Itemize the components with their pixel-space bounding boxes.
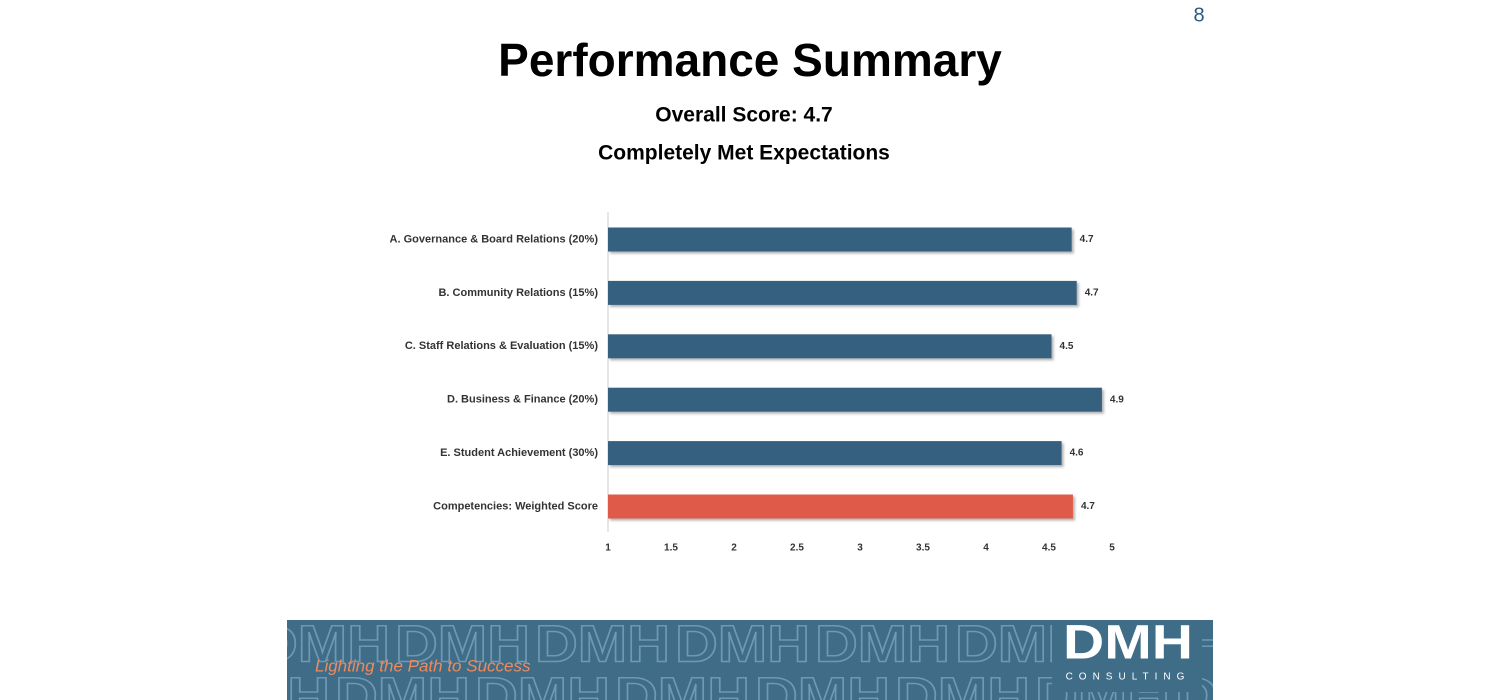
logo-backdrop xyxy=(1052,622,1202,692)
x-tick-label: 1.5 xyxy=(664,543,678,554)
y-tick-label: A. Governance & Board Relations (20%) xyxy=(390,233,599,245)
pattern-letters: DMH xyxy=(395,616,530,674)
pattern-letters: DMH xyxy=(535,616,670,674)
logo-subtitle: CONSULTING xyxy=(1066,672,1191,683)
pattern-letters: DMH xyxy=(895,668,1030,700)
value-label: 4.6 xyxy=(1070,448,1084,459)
chart: 1 1.5 2 2.5 3 3.5 4 4.5 5 A. Governance & Board R… xyxy=(390,227,1124,554)
value-label: 4.9 xyxy=(1110,394,1124,405)
bar xyxy=(608,280,1077,305)
bar xyxy=(608,494,1073,519)
logo: DMH xyxy=(1063,617,1193,670)
y-tick-label: E. Student Achievement (30%) xyxy=(440,447,598,459)
x-tick-label: 2.5 xyxy=(790,543,804,554)
subtitle: Completely Met Expectations xyxy=(598,142,890,165)
pattern-letters: DMH xyxy=(195,668,330,700)
x-tick-label: 3 xyxy=(857,543,863,554)
pattern-letters: DMH xyxy=(615,668,750,700)
y-tick-label: C. Staff Relations & Evaluation (15%) xyxy=(405,340,598,352)
pattern-letters: DMH xyxy=(255,616,390,674)
pattern-letters: DMH xyxy=(675,616,810,674)
pattern-letters: DMH xyxy=(475,668,610,700)
bar xyxy=(608,227,1072,252)
x-tick-label: 3.5 xyxy=(916,543,930,554)
x-tick-label: 4.5 xyxy=(1042,543,1056,554)
bar xyxy=(608,441,1062,466)
x-tick-label: 4 xyxy=(983,543,989,554)
x-tick-label: 1 xyxy=(605,543,611,554)
y-tick-label: D. Business & Finance (20%) xyxy=(447,394,598,406)
y-tick-label: B. Community Relations (15%) xyxy=(438,287,598,299)
bar xyxy=(608,334,1052,359)
bar xyxy=(608,387,1102,412)
x-tick-label: 5 xyxy=(1109,543,1115,554)
pattern-letters: DMH xyxy=(335,668,470,700)
value-label: 4.5 xyxy=(1060,341,1074,352)
page-number: 8 xyxy=(1193,4,1204,26)
y-tick-label: Competencies: Weighted Score xyxy=(433,500,598,512)
pattern-letters: DMH xyxy=(755,668,890,700)
value-label: 4.7 xyxy=(1085,288,1099,299)
x-tick-label: 2 xyxy=(731,543,737,554)
pattern-letters: DMH xyxy=(1235,616,1370,674)
value-label: 4.7 xyxy=(1081,501,1095,512)
subtitle: Overall Score: 4.7 xyxy=(655,104,832,127)
pattern-letters: DMH xyxy=(815,616,950,674)
tagline: Lighting the Path to Success xyxy=(315,656,531,675)
value-label: 4.7 xyxy=(1080,234,1094,245)
slide-title: Performance Summary xyxy=(498,34,1002,86)
